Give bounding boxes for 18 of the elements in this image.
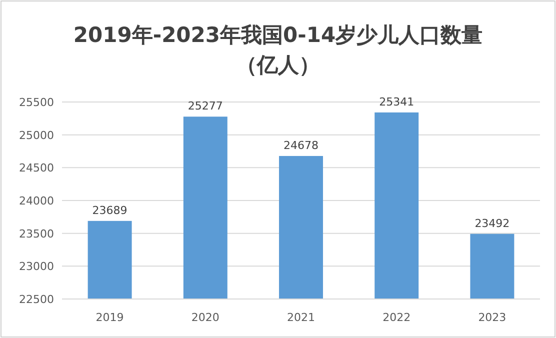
y-tick-label: 23000 xyxy=(19,260,54,274)
x-tick-label: 2020 xyxy=(191,311,220,324)
y-tick-label: 25500 xyxy=(19,96,54,109)
y-tick-label: 24500 xyxy=(19,162,54,175)
data-label: 23492 xyxy=(474,216,510,230)
y-tick-label: 24000 xyxy=(19,194,54,208)
x-tick-label: 2022 xyxy=(382,311,411,324)
x-tick-label: 2021 xyxy=(287,311,315,324)
data-label: 25277 xyxy=(188,100,223,113)
data-label: 23689 xyxy=(92,204,128,217)
y-tick-label: 23500 xyxy=(19,227,54,240)
x-tick-label: 2023 xyxy=(478,311,506,324)
y-tick-label: 22500 xyxy=(19,293,54,306)
x-tick-label: 2019 xyxy=(96,311,124,324)
data-label: 25341 xyxy=(379,95,414,108)
y-tick-label: 25000 xyxy=(19,128,54,142)
chart-title: 2019年-2023年我国0-14岁少儿人口数量（亿人） xyxy=(73,23,483,77)
data-label: 24678 xyxy=(284,138,318,152)
